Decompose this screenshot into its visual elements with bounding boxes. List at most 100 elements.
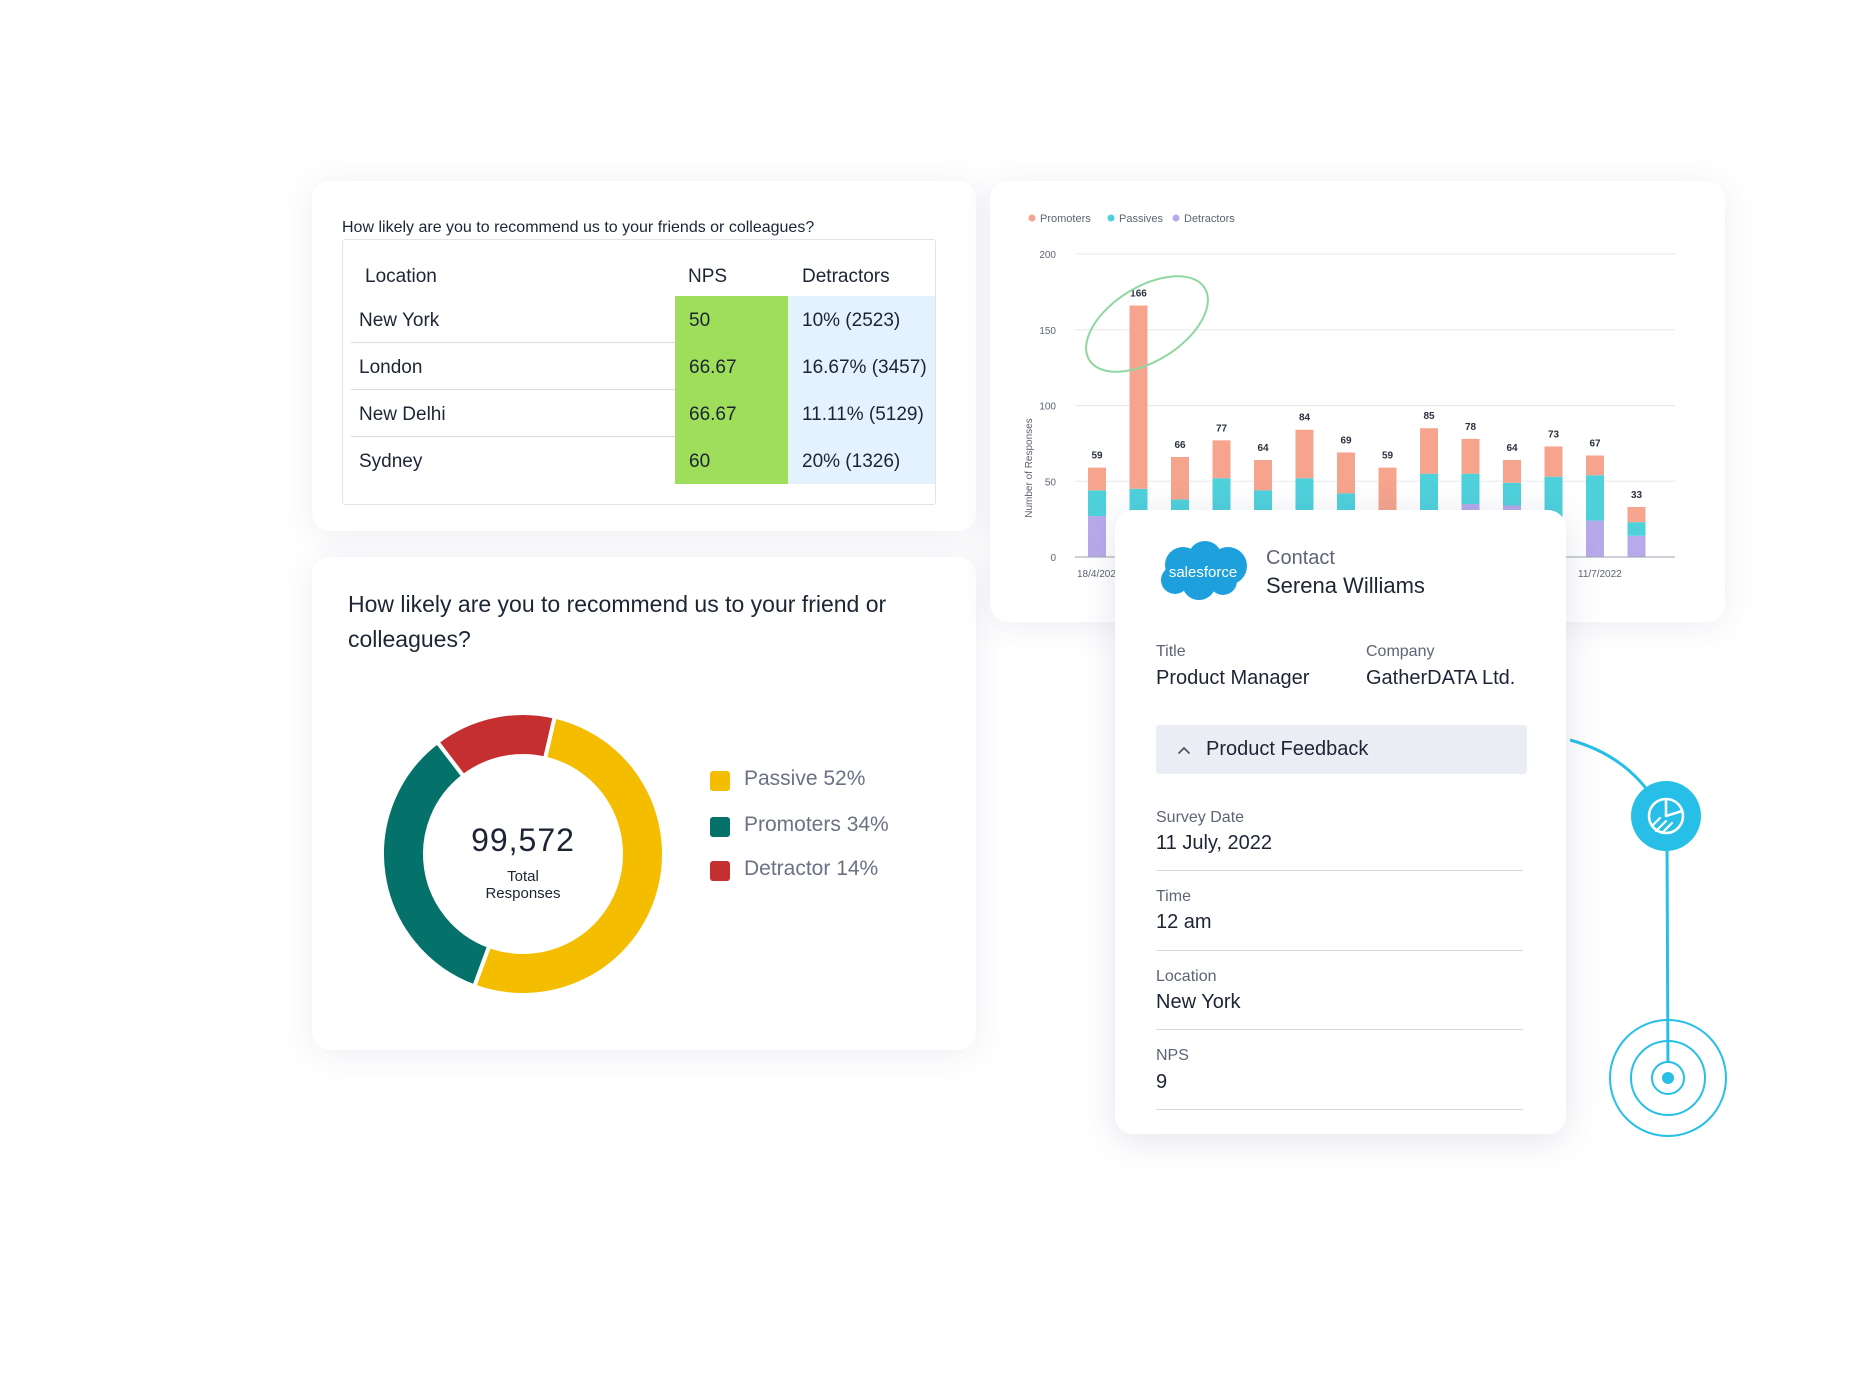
- cell-nps: 66.67: [675, 390, 788, 437]
- nps-table-card: How likely are you to recommend us to yo…: [312, 181, 976, 531]
- field-divider: [1156, 1109, 1523, 1110]
- table-row: New York 50 10% (2523): [351, 296, 935, 343]
- nps-label: NPS: [1156, 1047, 1189, 1064]
- bar-segment-promoters: [1295, 429, 1314, 479]
- donut-question: How likely are you to recommend us to yo…: [348, 591, 887, 652]
- salesforce-logo-text: salesforce: [1169, 564, 1237, 581]
- column-header-location: Location: [365, 266, 437, 287]
- bar-total-label: 59: [1091, 451, 1103, 462]
- chevron-up-icon: [1178, 747, 1190, 754]
- salesforce-contact-card: salesforce Contact Serena Williams Title…: [1115, 510, 1566, 1134]
- legend-dot-passives: [1107, 214, 1115, 222]
- x-tick-label: 18/4/2022: [1077, 569, 1122, 580]
- bar-total-label: 73: [1548, 429, 1560, 440]
- legend-label: Detractor 14%: [744, 857, 879, 880]
- bar-segment-passives: [1337, 493, 1355, 515]
- cell-nps: 60: [675, 437, 788, 484]
- donut-slice-detractor: [434, 711, 558, 779]
- y-tick-label: 0: [1050, 553, 1056, 564]
- location-label: Location: [1156, 968, 1217, 985]
- cell-detractors: 11.11% (5129): [788, 390, 935, 437]
- bar-segment-promoters: [1461, 438, 1480, 474]
- location-value: New York: [1156, 991, 1241, 1013]
- cell-detractors-value: 11.11% (5129): [802, 404, 924, 425]
- bar-total-label: 67: [1589, 438, 1601, 449]
- cell-detractors-value: 20% (1326): [802, 451, 901, 472]
- donut-slice-promoters: [380, 739, 492, 989]
- cell-detractors: 10% (2523): [788, 296, 935, 343]
- bar-total-label: 59: [1382, 451, 1394, 462]
- company-label: Company: [1366, 643, 1435, 660]
- bar-segment-passives: [1461, 473, 1480, 504]
- bar-segment-promoters: [1171, 457, 1189, 500]
- salesforce-logo: salesforce: [1161, 541, 1247, 600]
- legend-swatch: [710, 861, 730, 881]
- connector-graphic: [1569, 738, 1727, 1137]
- cell-detractors-value: 16.67% (3457): [802, 357, 927, 378]
- bar-segment-detractors: [1627, 535, 1646, 557]
- column-header-nps: NPS: [688, 266, 728, 287]
- bar-total-label: 69: [1340, 435, 1352, 446]
- column-header-detractors: Detractors: [802, 266, 890, 287]
- bar-total-label: 77: [1216, 423, 1228, 434]
- bar-total-label: 166: [1130, 289, 1147, 300]
- nps-value: 9: [1156, 1071, 1168, 1093]
- cell-detractors-value: 10% (2523): [802, 310, 901, 331]
- title-label: Title: [1156, 643, 1186, 660]
- bar-segment-promoters: [1627, 507, 1646, 523]
- bar-segment-promoters: [1129, 305, 1148, 489]
- table-row: London 66.67 16.67% (3457): [351, 343, 935, 390]
- row-divider: [351, 389, 675, 390]
- legend-label-detractors: Detractors: [1184, 213, 1235, 225]
- product-feedback-section-toggle[interactable]: Product Feedback: [1156, 725, 1527, 774]
- cell-location: New York: [359, 310, 440, 331]
- company-value: GatherDATA Ltd.: [1366, 667, 1516, 689]
- row-divider: [351, 342, 675, 343]
- title-value: Product Manager: [1156, 667, 1310, 689]
- donut-chart: 99,572 Total Responses: [380, 711, 666, 997]
- bar-segment-passives: [1088, 490, 1106, 517]
- chart-legend: Promoters Passives Detractors: [1028, 213, 1235, 225]
- cell-location: Sydney: [359, 451, 423, 472]
- total-responses-label: Responses: [485, 885, 560, 902]
- legend-label: Passive 52%: [744, 767, 866, 790]
- cell-detractors: 20% (1326): [788, 437, 935, 484]
- legend-swatch: [710, 771, 730, 791]
- field-divider: [1156, 870, 1523, 871]
- legend-dot-detractors: [1172, 214, 1180, 222]
- bar-segment-promoters: [1586, 455, 1604, 476]
- bar-segment-promoters: [1337, 452, 1355, 494]
- legend-label-passives: Passives: [1119, 213, 1164, 225]
- cell-detractors: 16.67% (3457): [788, 343, 935, 390]
- bar-total-label: 66: [1174, 440, 1186, 451]
- y-tick-label: 200: [1039, 250, 1056, 261]
- nps-table: Location NPS Detractors New York 50 10% …: [342, 239, 936, 505]
- bar-segment-passives: [1544, 476, 1563, 520]
- bar-total-label: 84: [1299, 413, 1311, 424]
- x-tick-label: 11/7/2022: [1578, 569, 1622, 580]
- bar-segment-promoters: [1254, 460, 1272, 491]
- cell-nps: 66.67: [675, 343, 788, 390]
- bar-segment-detractors: [1586, 520, 1604, 557]
- bar-total-label: 64: [1257, 443, 1269, 454]
- contact-name: Serena Williams: [1266, 573, 1425, 598]
- y-tick-label: 50: [1045, 477, 1057, 488]
- cell-location: New Delhi: [359, 404, 446, 425]
- legend-dot-promoters: [1028, 214, 1036, 222]
- legend-label: Promoters 34%: [744, 813, 889, 836]
- bar-segment-passives: [1212, 478, 1231, 520]
- legend-swatch: [710, 817, 730, 837]
- y-axis-label: Number of Responses: [1024, 418, 1035, 518]
- cell-nps-value: 66.67: [689, 404, 737, 425]
- field-divider: [1156, 950, 1523, 951]
- cell-nps-value: 60: [689, 451, 711, 472]
- bar-segment-passives: [1586, 475, 1604, 521]
- bar-total-label: 85: [1423, 411, 1435, 422]
- bar-segment-promoters: [1544, 446, 1563, 477]
- bar-segment-promoters: [1088, 467, 1106, 491]
- survey-date-value: 11 July, 2022: [1156, 832, 1273, 854]
- pie-chart-icon[interactable]: [1631, 781, 1701, 851]
- y-tick-label: 150: [1039, 326, 1056, 337]
- bar-segment-promoters: [1503, 460, 1521, 483]
- bar-total-label: 78: [1465, 422, 1477, 433]
